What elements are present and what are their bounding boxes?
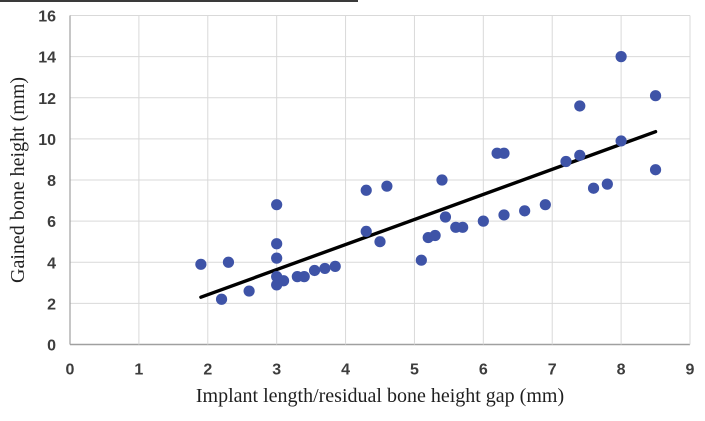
data-point <box>381 180 393 192</box>
y-tick-label: 14 <box>38 50 56 67</box>
data-point <box>574 149 586 161</box>
data-point <box>498 209 510 221</box>
y-tick-label: 6 <box>47 214 56 231</box>
data-point <box>519 205 531 217</box>
x-tick-label: 0 <box>66 362 75 379</box>
data-point <box>360 225 372 238</box>
y-tick-label: 10 <box>38 132 56 149</box>
x-tick-label: 7 <box>548 362 557 379</box>
y-tick-label: 4 <box>47 255 56 272</box>
data-point <box>243 285 255 297</box>
data-point <box>649 90 662 102</box>
x-tick-label: 3 <box>272 362 281 379</box>
data-point <box>319 262 331 275</box>
data-point <box>429 229 441 242</box>
data-point <box>436 174 448 186</box>
data-point <box>574 100 586 112</box>
x-tick-label: 6 <box>479 362 488 379</box>
y-tick-label: 2 <box>47 296 56 313</box>
data-point <box>415 254 427 266</box>
x-tick-label: 5 <box>410 362 419 379</box>
y-axis-title: Gained bone height (mm) <box>7 76 29 284</box>
y-tick-label: 8 <box>47 173 56 190</box>
data-point <box>271 199 283 211</box>
data-point <box>539 199 551 211</box>
data-point <box>271 252 283 264</box>
data-point <box>298 271 310 283</box>
x-tick-label: 9 <box>686 362 695 379</box>
x-tick-label: 4 <box>341 362 350 379</box>
data-point <box>195 258 207 270</box>
data-point <box>615 135 627 147</box>
x-tick-label: 8 <box>617 362 626 379</box>
x-tick-label: 1 <box>134 362 143 379</box>
x-tick-label: 2 <box>203 362 212 379</box>
y-tick-label: 0 <box>47 338 56 355</box>
data-point <box>271 238 283 250</box>
crop-artifact-line <box>0 0 358 2</box>
data-point <box>222 256 235 268</box>
data-point <box>439 211 452 223</box>
data-point <box>457 221 469 233</box>
trend-line <box>199 129 658 299</box>
data-point <box>308 264 321 277</box>
data-point <box>498 147 510 159</box>
data-point <box>649 164 662 176</box>
data-point <box>587 182 600 194</box>
data-point <box>329 260 341 272</box>
data-point <box>615 51 627 63</box>
y-tick-label: 16 <box>38 9 56 26</box>
data-point <box>215 293 228 305</box>
data-point <box>560 155 572 168</box>
data-point <box>601 178 613 190</box>
x-axis-title: Implant length/residual bone height gap … <box>195 385 565 407</box>
data-point <box>360 184 372 196</box>
data-point <box>277 275 290 287</box>
y-tick-label: 12 <box>38 91 56 108</box>
data-point <box>477 215 489 227</box>
data-point <box>374 236 386 248</box>
